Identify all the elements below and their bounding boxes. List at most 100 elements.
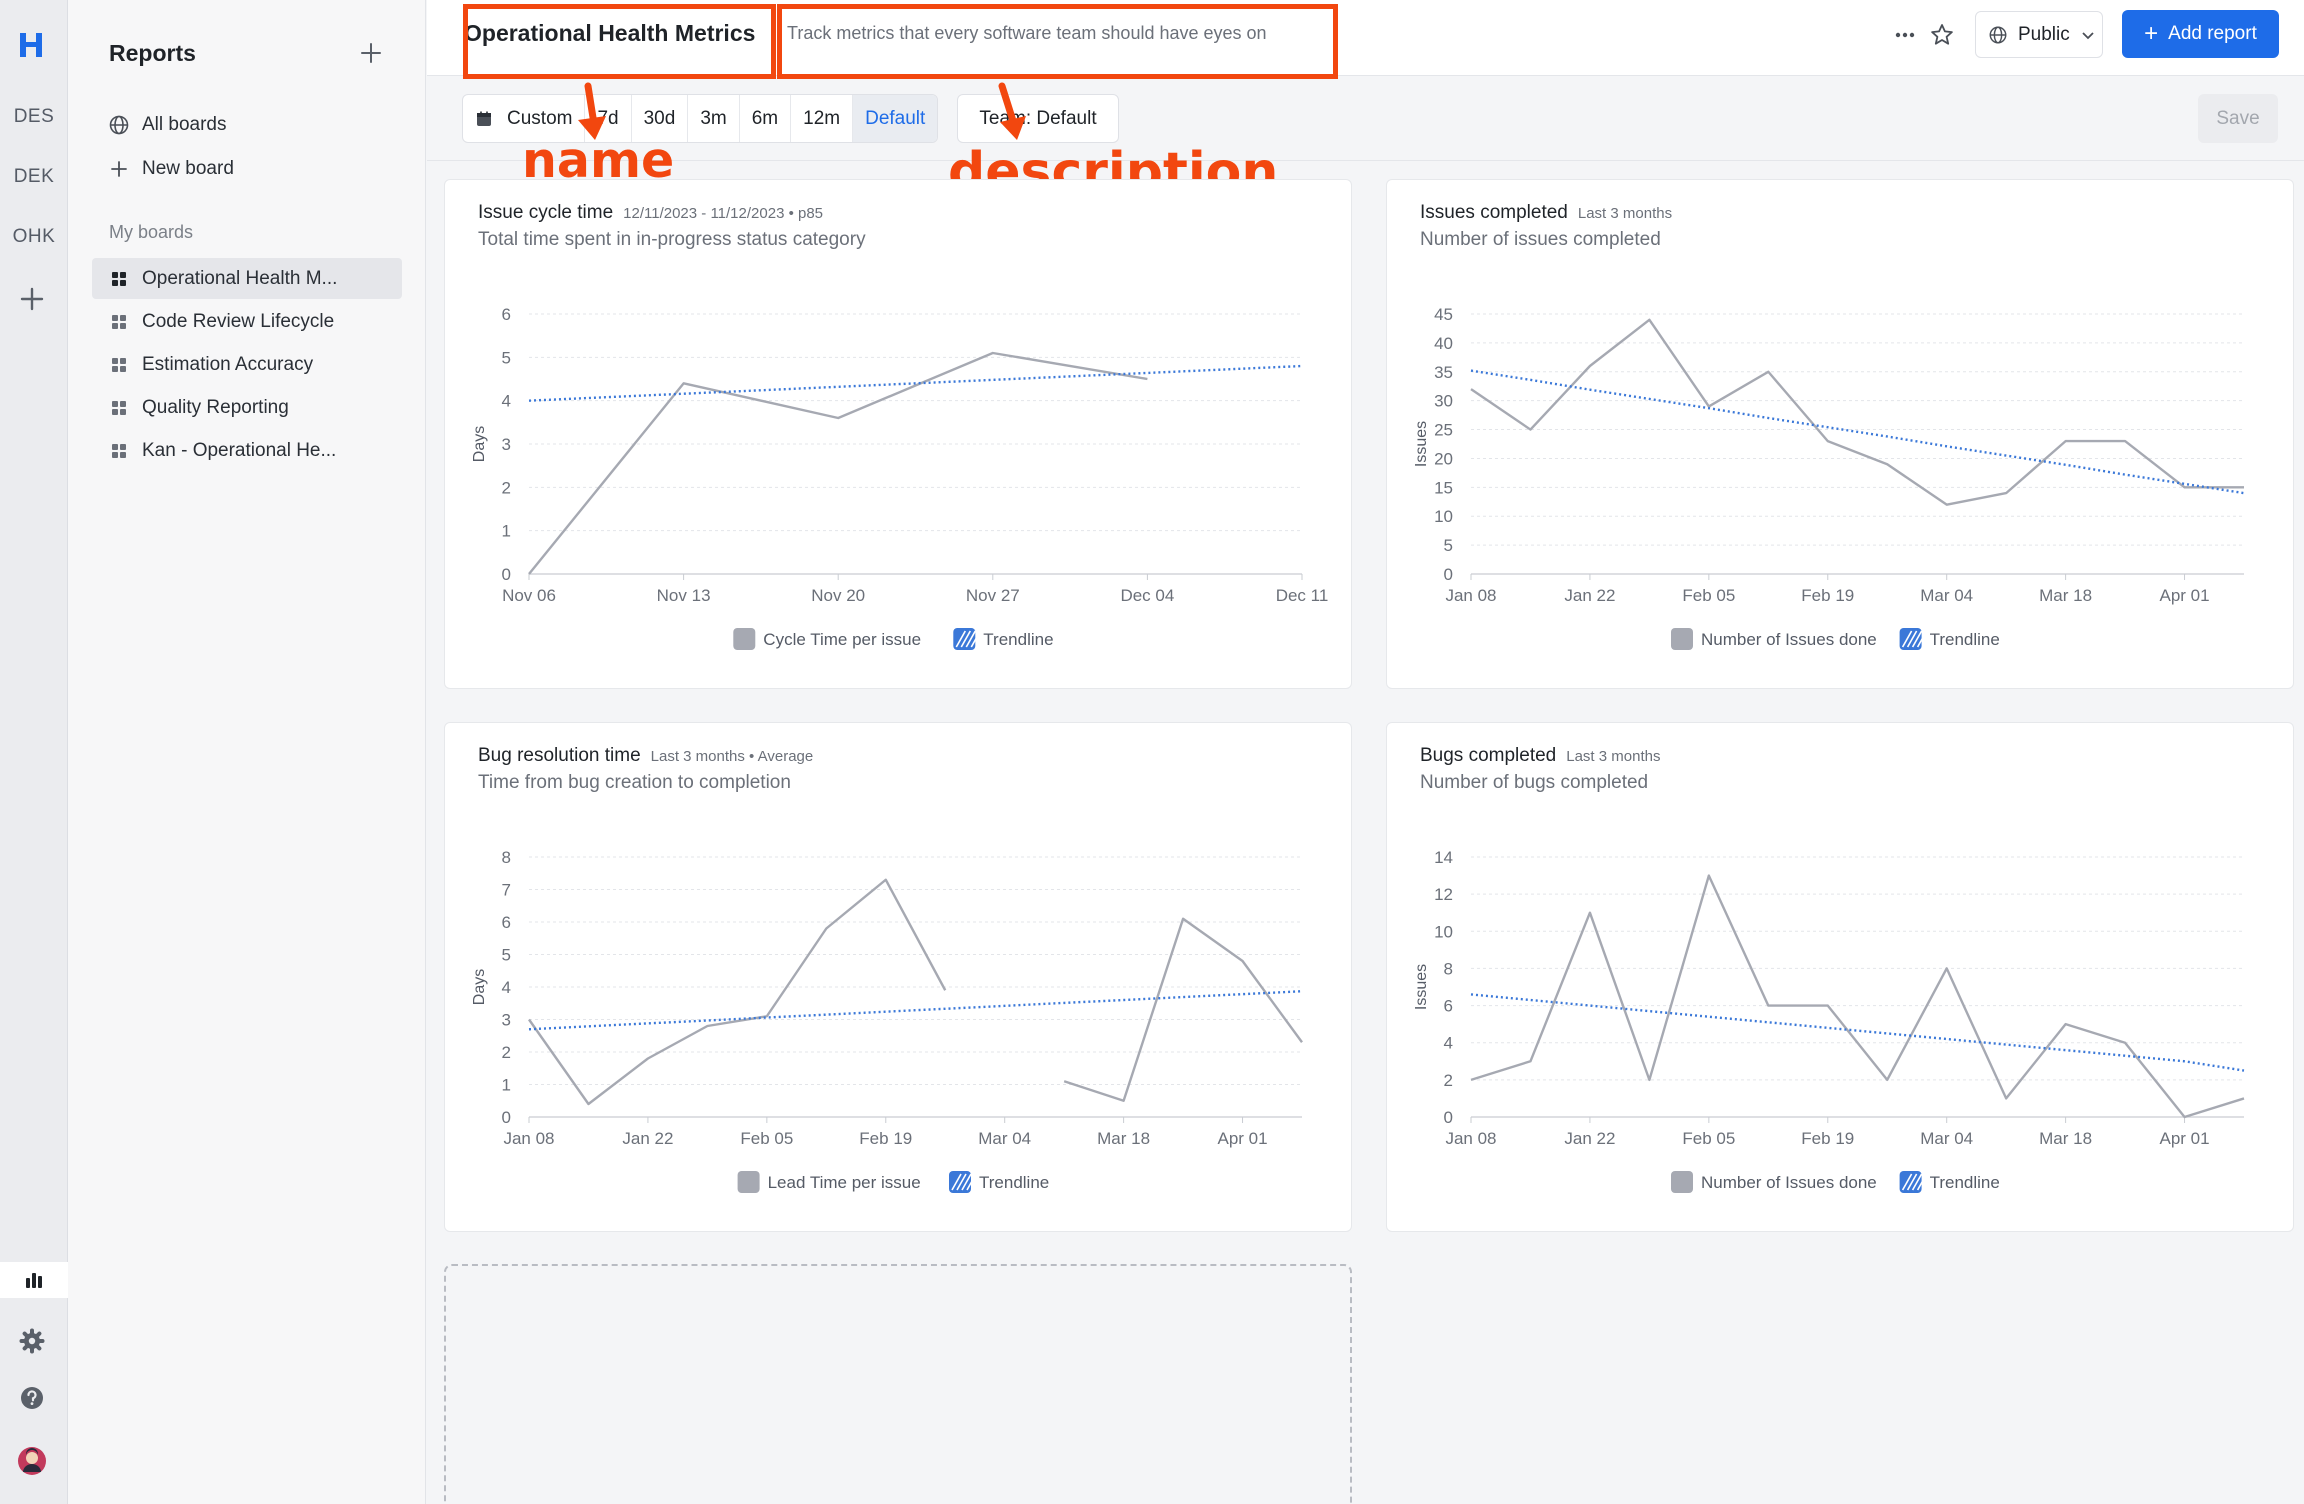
legend-swatch-series <box>1671 1171 1693 1193</box>
range-12m-button[interactable]: 12m <box>791 95 854 142</box>
report-card-issue-cycle-time[interactable]: 0 1 2 3 4 5 6 Nov 06 Nov 13 Nov 20 Nov 27 Dec 04 Dec… <box>444 179 1352 689</box>
description-highlight-box <box>777 4 1338 79</box>
range-custom-button[interactable]: Custom <box>463 95 586 142</box>
y-tick-label: 20 <box>1434 449 1453 468</box>
x-tick-label: Jan 22 <box>622 1129 673 1148</box>
legend-label-series: Lead Time per issue <box>768 1173 921 1192</box>
y-axis-label: Days <box>471 969 488 1005</box>
trendline <box>1470 993 2245 1072</box>
range-custom-label: Custom <box>507 107 573 129</box>
y-tick-label: 12 <box>1434 885 1453 904</box>
card-subtitle: Total time spent in in-progress status c… <box>478 229 866 250</box>
sidebar-item-label: Estimation Accuracy <box>142 353 314 375</box>
range-6m-button[interactable]: 6m <box>740 95 792 142</box>
card-title-text: Bug resolution time <box>478 745 641 766</box>
y-tick-label: 7 <box>502 881 511 900</box>
sidebar-board-operational-health[interactable]: Operational Health M... <box>92 258 402 299</box>
y-axis-label: Days <box>471 426 488 462</box>
board-grid-icon <box>108 354 130 376</box>
y-tick-label: 5 <box>502 348 511 367</box>
calendar-icon <box>475 110 493 128</box>
sidebar-item-label: Code Review Lifecycle <box>142 310 335 332</box>
empty-report-slot[interactable] <box>444 1264 1352 1504</box>
x-tick-label: Dec 04 <box>1120 586 1174 605</box>
sidebar-item-label: Kan - Operational He... <box>142 439 337 461</box>
board-toolbar: Custom 7d 30d 3m 6m 12m Default Team: De… <box>427 77 2304 161</box>
help-button[interactable] <box>14 1380 50 1416</box>
legend-hatch <box>951 1173 962 1191</box>
x-tick-label: Mar 18 <box>1097 1129 1150 1148</box>
y-tick-label: 0 <box>1444 1108 1453 1127</box>
y-tick-label: 2 <box>1444 1071 1453 1090</box>
app-logo-icon[interactable] <box>16 30 46 60</box>
chart-bugs-completed: 0 2 4 6 8 10 12 14 Jan 08 Jan 22 Feb 05 Feb 19 Mar 0… <box>1413 848 2245 1193</box>
legend-label-trend: Trendline <box>1930 1173 2000 1192</box>
x-tick-label: Feb 05 <box>740 1129 793 1148</box>
card-title-text: Issue cycle time <box>478 202 614 223</box>
add-board-icon[interactable] <box>356 38 386 68</box>
sidebar-board-code-review[interactable]: Code Review Lifecycle <box>92 301 402 342</box>
board-grid-icon <box>108 311 130 333</box>
reports-nav-button[interactable] <box>0 1262 68 1298</box>
user-avatar-button[interactable] <box>14 1443 50 1479</box>
team-filter-button[interactable]: Team: Default <box>957 94 1119 143</box>
legend-label-trend: Trendline <box>979 1173 1049 1192</box>
globe-icon <box>1989 26 2007 43</box>
x-tick-label: Feb 05 <box>1682 1129 1735 1148</box>
workspace-des[interactable]: DES <box>13 106 55 127</box>
sidebar-board-estimation[interactable]: Estimation Accuracy <box>92 344 402 385</box>
report-card-issues-completed[interactable]: 0 5 10 15 20 25 30 35 40 45 Jan 08 Jan 22 Feb 05 Feb … <box>1386 179 2294 689</box>
legend-hatch <box>1901 1173 1913 1191</box>
legend-label-series: Number of Issues done <box>1701 1173 1877 1192</box>
x-tick-label: Nov 27 <box>966 586 1020 605</box>
range-30d-button[interactable]: 30d <box>632 95 689 142</box>
board-name-field[interactable]: Operational Health Metrics <box>464 20 756 46</box>
save-button[interactable]: Save <box>2198 94 2278 143</box>
sidebar-item-all-boards[interactable]: All boards <box>92 104 402 145</box>
board-description-field[interactable]: Track metrics that every software team s… <box>787 23 1267 43</box>
add-workspace-icon[interactable] <box>18 285 46 313</box>
settings-button[interactable] <box>14 1323 50 1359</box>
sidebar-item-new-board[interactable]: New board <box>92 148 402 189</box>
sidebar-item-label: Quality Reporting <box>142 396 289 418</box>
x-tick-label: Mar 04 <box>1920 586 1973 605</box>
workspace-dek[interactable]: DEK <box>13 166 55 187</box>
y-tick-label: 4 <box>1444 1034 1453 1053</box>
legend-hatch <box>960 630 971 648</box>
range-7d-button[interactable]: 7d <box>585 95 632 142</box>
report-card-bug-resolution-time[interactable]: 0 1 2 3 4 5 6 7 8 Jan 08 Jan 22 Feb 05 Feb 19 Mar 04 M… <box>444 722 1352 1232</box>
my-boards-heading: My boards <box>109 222 194 242</box>
y-axis-label: Issues <box>1413 421 1430 467</box>
x-tick-label: Apr 01 <box>1217 1129 1267 1148</box>
card-meta: 12/11/2023 - 11/12/2023 • p85 <box>623 205 824 222</box>
workspace-ohk[interactable]: OHK <box>12 226 56 247</box>
x-tick-label: Feb 19 <box>1801 586 1854 605</box>
star-icon[interactable] <box>1927 20 1957 50</box>
y-tick-label: 40 <box>1434 334 1453 353</box>
range-3m-button[interactable]: 3m <box>688 95 740 142</box>
bar-chart-icon <box>26 1273 42 1288</box>
y-tick-label: 10 <box>1434 507 1453 526</box>
legend-swatch-series <box>733 628 756 650</box>
sidebar-item-label: Operational Health M... <box>142 267 338 289</box>
visibility-dropdown[interactable]: Public <box>1975 11 2103 58</box>
card-title: Bugs completed Last 3 months <box>1420 745 1660 767</box>
more-options-icon[interactable] <box>1890 20 1920 50</box>
sidebar-board-quality[interactable]: Quality Reporting <box>92 387 402 428</box>
reports-sidebar: Reports All boards New board My boards O… <box>68 0 426 1504</box>
legend-hatch <box>961 1173 972 1191</box>
report-card-bugs-completed[interactable]: 0 2 4 6 8 10 12 14 Jan 08 Jan 22 Feb 05 Feb 19 Mar 0… <box>1386 722 2294 1232</box>
card-subtitle: Time from bug creation to completion <box>478 772 791 793</box>
card-subtitle: Number of issues completed <box>1420 229 1661 250</box>
sidebar-board-kan[interactable]: Kan - Operational He... <box>92 430 402 471</box>
board-header: Operational Health Metrics Track metrics… <box>427 0 2304 76</box>
range-default-button[interactable]: Default <box>853 95 938 142</box>
add-report-button[interactable]: + Add report <box>2122 10 2279 58</box>
x-tick-label: Mar 18 <box>2039 1129 2092 1148</box>
app-rail: DES DEK OHK <box>0 0 68 1504</box>
y-tick-label: 0 <box>502 1108 511 1127</box>
y-tick-label: 1 <box>502 522 511 541</box>
legend-label-trend: Trendline <box>983 630 1053 649</box>
chart-issues-completed: 0 5 10 15 20 25 30 35 40 45 Jan 08 Jan 22 Feb 05 Feb … <box>1413 305 2245 650</box>
y-tick-label: 3 <box>502 1011 511 1030</box>
